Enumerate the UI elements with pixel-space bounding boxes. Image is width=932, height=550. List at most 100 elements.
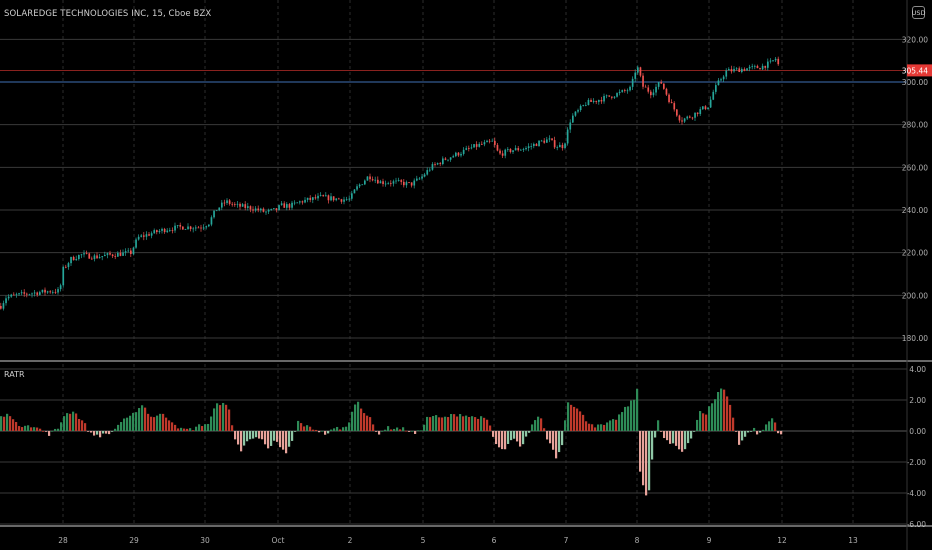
ratr-bar [153,417,156,431]
candle-body [317,195,319,199]
ratr-bar [501,431,504,450]
ratr-bar [438,417,441,431]
ratr-bar [345,426,348,431]
ratr-bar [168,420,171,431]
ratr-bar [39,428,42,431]
indicator-tick-label: -2.00 [907,458,927,467]
candle-body [335,198,338,201]
ratr-bar [72,411,75,431]
price-tick-label: 200.00 [902,291,928,300]
ratr-bar [612,419,615,431]
candle-body [689,116,691,118]
candle-body [109,253,111,255]
candle-body [660,82,663,84]
ratr-bar [558,431,561,453]
candle-body [96,255,98,259]
candle-body [483,142,486,145]
candle-body [590,99,592,102]
candle-body [579,105,582,111]
candle-body [52,291,54,293]
candle-body [520,149,522,151]
indicator-tick-label: 4.00 [909,365,926,374]
candle-body [434,164,436,165]
candle-body [551,138,553,141]
candle-body [657,82,660,87]
ratr-bar [264,431,267,445]
candle-body [218,207,221,211]
candle-body [499,150,501,154]
candle-body [663,83,665,89]
ratr-bar [81,420,84,431]
ratr-bar [468,417,471,431]
ratr-bar [621,412,624,431]
candle-body [273,208,275,209]
ratr-bar [582,414,585,431]
ratr-bar [30,427,33,431]
candle-body [280,203,283,206]
ratr-bar [684,431,687,450]
candle-body [145,234,148,237]
candle-body [494,140,496,145]
ratr-bar [108,431,111,435]
candle-body [566,129,569,144]
ratr-bar [378,431,381,435]
candle-body [447,159,449,161]
ratr-bar [21,427,24,431]
ratr-bar [195,426,198,431]
ratr-bar [189,428,192,431]
x-tick-label: Oct [272,536,285,545]
candle-body [171,230,174,231]
candle-body [384,183,387,185]
candle-body [561,144,564,149]
ratr-bar [192,430,195,431]
candle-body [267,209,270,212]
ratr-bar [615,419,618,431]
ratr-bar [120,422,123,431]
candle-body [743,69,746,71]
candle-body [470,147,473,149]
ratr-bar [237,431,240,445]
candle-body [728,69,730,71]
ratr-bar [27,425,30,431]
candle-body [585,105,587,106]
ratr-bar [276,431,279,442]
x-tick-label: 8 [635,536,640,545]
candle-body [366,176,369,181]
ratr-bar [396,427,399,431]
candle-body [382,181,384,185]
candle-body [257,208,260,211]
ratr-bar [270,431,273,446]
candle-body [299,201,301,203]
ratr-bar [342,427,345,431]
candle-body [182,226,184,230]
ratr-bar [666,431,669,441]
price-pane[interactable] [0,56,907,311]
currency-button[interactable]: USD [912,6,925,19]
candle-body [189,226,192,230]
candle-body [618,91,621,94]
ratr-bar [687,431,690,444]
x-tick-label: 12 [777,536,787,545]
ratr-bar [183,428,186,431]
candle-body [137,236,140,240]
candle-body [291,202,293,208]
ratr-bar [549,431,552,444]
candle-body [179,225,182,227]
candle-body [421,176,423,179]
ratr-bar [330,429,333,431]
ratr-bar [465,415,468,431]
candle-body [369,176,371,180]
indicator-pane[interactable] [0,388,783,496]
ratr-bar [462,416,465,431]
ratr-bar [294,431,297,432]
ratr-bar [402,427,405,431]
ratr-bar [6,413,9,431]
indicator-tick-label: -4.00 [907,489,927,498]
ratr-bar [576,408,579,431]
ratr-bar [495,431,498,445]
candle-body [543,140,546,143]
ratr-bar [633,399,636,431]
ratr-bar [219,405,222,431]
ratr-bar [348,422,351,431]
